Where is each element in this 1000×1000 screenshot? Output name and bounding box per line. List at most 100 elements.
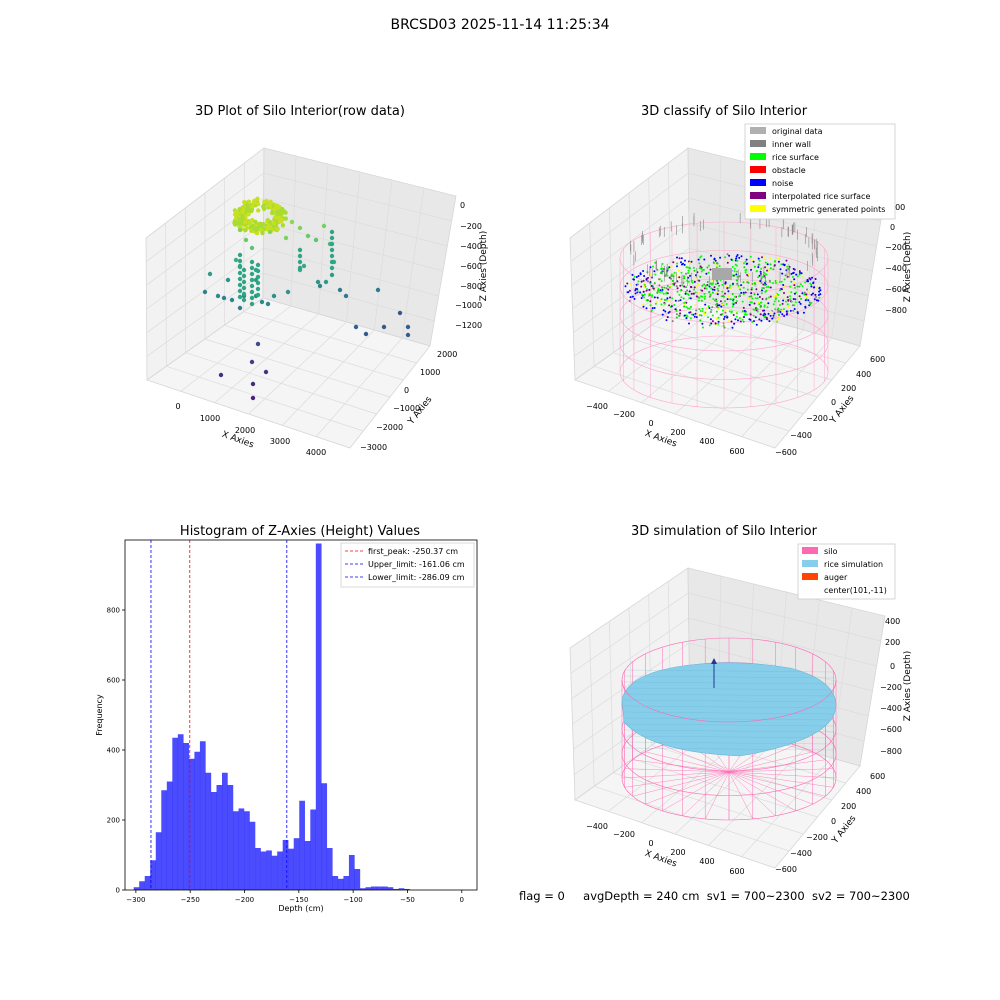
histogram-chart: −300 −250 −200 −150 −100 −50 0 0 200 400 600 800 D…	[95, 539, 478, 913]
classify-y-tick: 400	[856, 370, 871, 379]
legend-label: center(101,-11)	[824, 586, 887, 595]
histogram-bar	[194, 751, 201, 890]
histogram-bar	[371, 886, 377, 890]
histogram-bar	[393, 888, 399, 890]
legend-label: symmetric generated points	[772, 205, 885, 214]
y-tick-label: 0	[116, 887, 120, 895]
histogram-bar	[271, 855, 278, 890]
simulation-x-tick: 200	[670, 848, 685, 857]
histogram-bar	[216, 785, 223, 890]
legend-label: original data	[772, 127, 823, 136]
histogram-bar	[255, 848, 261, 890]
avg-depth-text: avgDepth = 240 cm	[583, 889, 700, 903]
simulation-z-tick: 400	[885, 617, 900, 626]
simulation-x-tick: −400	[586, 822, 608, 831]
simulation-x-tick: −200	[613, 830, 635, 839]
histogram-legend: first_peak: -250.37 cm Upper_limit: -161.…	[340, 542, 475, 588]
raw-x-tick: 1000	[200, 414, 220, 423]
histogram-bar	[376, 886, 383, 890]
histogram-bar	[144, 876, 151, 890]
y-tick-label: 800	[107, 607, 120, 615]
raw-z-tick: 0	[460, 201, 465, 210]
x-tick-label: −50	[400, 896, 415, 904]
legend-label: Lower_limit: -286.09 cm	[368, 573, 465, 582]
classify-x-tick: −200	[613, 410, 635, 419]
simulation-z-tick: 0	[890, 662, 895, 671]
classify-plot-title: 3D classify of Silo Interior	[640, 104, 808, 119]
rice-mesh-line	[623, 687, 835, 691]
y-tick-label: 600	[107, 677, 120, 685]
silo-rim	[621, 679, 837, 723]
histogram-bar	[161, 790, 168, 890]
status-footer: flag = 0 avgDepth = 240 cm sv1 = 700~230…	[519, 889, 910, 903]
rice-mesh-line	[623, 705, 835, 709]
x-tick-label: −300	[126, 896, 145, 904]
rice-mesh-line	[623, 681, 835, 685]
histogram-bar	[139, 881, 145, 890]
rice-mesh-line	[623, 723, 835, 727]
raw-y-tick: −2000	[376, 423, 403, 432]
histogram-bar	[288, 848, 294, 890]
raw-y-tick: 1000	[420, 368, 440, 377]
histogram-bar	[304, 841, 311, 890]
legend-label: rice surface	[772, 153, 819, 162]
histogram-bar	[150, 860, 156, 890]
figure-title: BRCSD03 2025-11-14 11:25:34	[390, 17, 610, 33]
raw-x-tick: 4000	[306, 448, 326, 457]
simulation-y-tick: −200	[806, 833, 828, 842]
histogram-bar	[354, 869, 361, 890]
histogram-bar	[155, 832, 162, 890]
histogram-bar	[277, 851, 283, 890]
legend-label: silo	[824, 547, 838, 556]
simulation-silo-wireframe-front	[621, 679, 837, 723]
histogram-reference-lines	[150, 540, 288, 890]
histogram-bar	[244, 811, 250, 890]
legend-label: obstacle	[772, 166, 806, 175]
simulation-x-tick: 600	[729, 867, 744, 876]
simulation-z-tick: 200	[885, 638, 900, 647]
histogram-bar	[199, 741, 206, 890]
sv2-text: sv2 = 700~2300	[811, 889, 910, 903]
histogram-bar	[249, 821, 256, 890]
raw-x-tick: 3000	[270, 437, 290, 446]
x-tick-label: 0	[460, 896, 464, 904]
rice-mesh-line	[623, 717, 835, 721]
legend-swatch	[750, 166, 766, 173]
classify-x-tick: −400	[586, 402, 608, 411]
legend-swatch	[750, 179, 766, 186]
histogram-bar	[337, 878, 344, 890]
x-tick-label: −250	[181, 896, 200, 904]
legend-swatch	[750, 192, 766, 199]
classify-y-tick: −600	[775, 448, 797, 457]
legend-label: auger	[824, 573, 848, 582]
simulation-legend: silo rice simulation auger center(101,-11)	[797, 543, 896, 600]
x-tick-label: −150	[289, 896, 308, 904]
raw-z-tick: −400	[460, 242, 482, 251]
legend-swatch	[802, 573, 818, 580]
simulation-z-label: Z Axies (Depth)	[903, 651, 913, 722]
histogram-bar	[315, 543, 322, 890]
rice-mesh-line	[623, 711, 835, 715]
rice-mesh-line	[623, 699, 835, 703]
histogram-bar	[227, 785, 234, 890]
histogram-bar	[210, 792, 217, 890]
rice-surface	[621, 662, 837, 757]
x-tick-label: −200	[235, 896, 254, 904]
histogram-bar	[260, 851, 267, 890]
classify-z-tick: 200	[890, 203, 905, 212]
raw-y-tick: 0	[404, 386, 409, 395]
classify-y-tick: −400	[790, 431, 812, 440]
histogram-bar	[398, 888, 405, 890]
raw-z-tick: −200	[460, 222, 482, 231]
raw-3d-plot: 0 1000 2000 3000 4000 2000 1000 0 −1000 …	[145, 147, 489, 457]
legend-swatch	[750, 140, 766, 147]
histogram-bar	[348, 855, 355, 890]
histogram-bar	[321, 783, 328, 890]
histogram-bar	[343, 876, 350, 890]
simulation-x-tick: 0	[648, 839, 653, 848]
simulation-y-tick: 400	[856, 787, 871, 796]
classify-3d-plot: −400 −200 0 200 400 600 600 400 200 0 −2…	[569, 123, 913, 457]
histogram-bar	[233, 811, 239, 890]
simulation-y-tick: 0	[831, 817, 836, 826]
histogram-frame	[124, 539, 478, 891]
